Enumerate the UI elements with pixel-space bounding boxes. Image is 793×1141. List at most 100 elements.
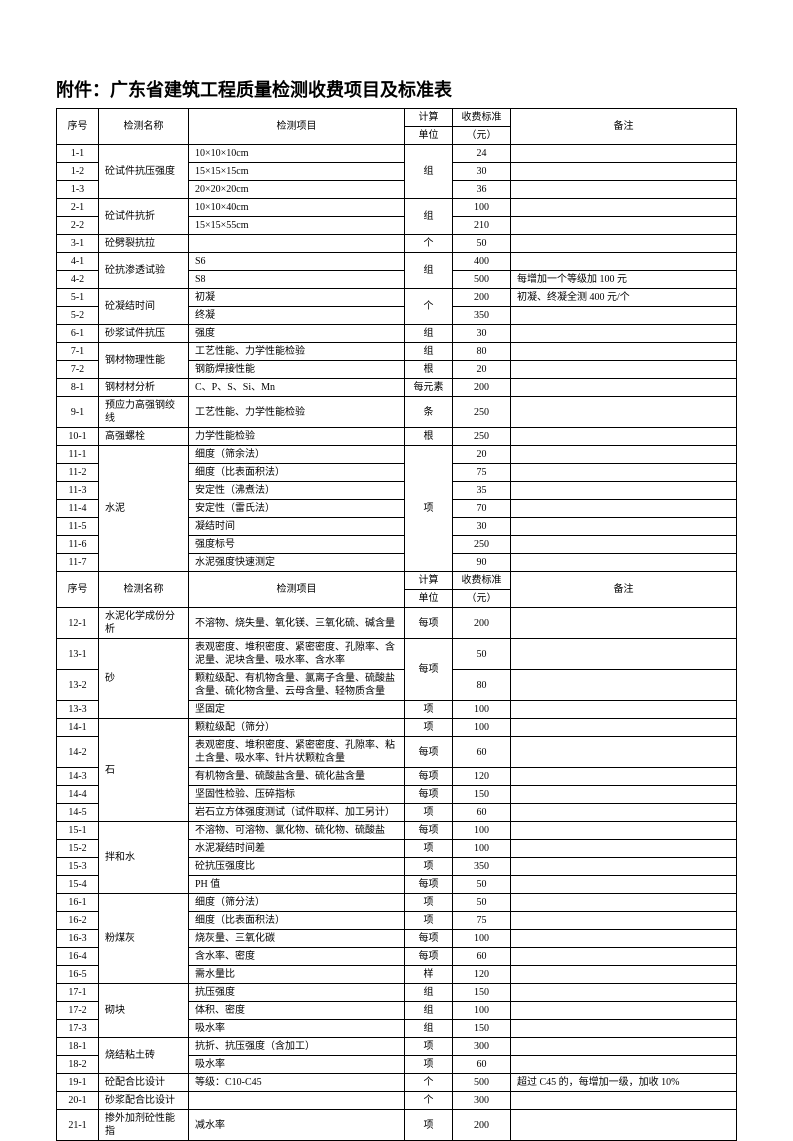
cell-seq: 7-2 [57, 361, 99, 379]
cell-note [511, 1056, 737, 1074]
cell-item: 吸水率 [189, 1056, 405, 1074]
cell-unit: 每项 [405, 737, 453, 768]
cell-seq: 5-2 [57, 307, 99, 325]
cell-fee: 100 [453, 1002, 511, 1020]
cell-note [511, 948, 737, 966]
cell-item: 不溶物、烧失量、氧化镁、三氧化硫、碱含量 [189, 608, 405, 639]
cell-fee: 150 [453, 786, 511, 804]
cell-unit: 项 [405, 912, 453, 930]
th-unit1: 计算 [405, 572, 453, 590]
cell-seq: 15-1 [57, 822, 99, 840]
cell-seq: 2-2 [57, 217, 99, 235]
cell-item: 细度（筛余法） [189, 446, 405, 464]
cell-fee: 75 [453, 912, 511, 930]
cell-item: 表观密度、堆积密度、紧密密度、孔隙率、含泥量、泥块含量、吸水率、含水率 [189, 639, 405, 670]
cell-item: 10×10×40cm [189, 199, 405, 217]
cell-note [511, 804, 737, 822]
cell-item: 20×20×20cm [189, 181, 405, 199]
cell-note [511, 217, 737, 235]
cell-fee: 20 [453, 361, 511, 379]
cell-note [511, 554, 737, 572]
cell-item: 安定性（雷氏法） [189, 500, 405, 518]
cell-note: 初凝、终凝全测 400 元/个 [511, 289, 737, 307]
cell-fee: 250 [453, 397, 511, 428]
cell-note: 超过 C45 的，每增加一级，加收 10% [511, 1074, 737, 1092]
cell-seq: 21-1 [57, 1110, 99, 1141]
cell-item: 岩石立方体强度测试（试件取样、加工另计） [189, 804, 405, 822]
cell-note [511, 858, 737, 876]
cell-note [511, 894, 737, 912]
cell-seq: 11-6 [57, 536, 99, 554]
cell-note [511, 379, 737, 397]
cell-name: 烧结粘土砖 [99, 1038, 189, 1074]
cell-unit: 每项 [405, 786, 453, 804]
cell-fee: 300 [453, 1038, 511, 1056]
cell-unit: 每项 [405, 948, 453, 966]
cell-unit: 每项 [405, 822, 453, 840]
cell-fee: 50 [453, 235, 511, 253]
cell-fee: 35 [453, 482, 511, 500]
cell-seq: 3-1 [57, 235, 99, 253]
cell-seq: 17-1 [57, 984, 99, 1002]
cell-item: 表观密度、堆积密度、紧密密度、孔隙率、粘土含量、吸水率、针片状颗粒含量 [189, 737, 405, 768]
cell-seq: 9-1 [57, 397, 99, 428]
page-title: 附件：广东省建筑工程质量检测收费项目及标准表 [56, 76, 737, 102]
cell-seq: 15-4 [57, 876, 99, 894]
cell-note [511, 428, 737, 446]
cell-note [511, 397, 737, 428]
cell-item: 砼抗压强度比 [189, 858, 405, 876]
cell-fee: 300 [453, 1092, 511, 1110]
cell-fee: 150 [453, 984, 511, 1002]
cell-name: 砼配合比设计 [99, 1074, 189, 1092]
cell-seq: 17-3 [57, 1020, 99, 1038]
cell-seq: 16-4 [57, 948, 99, 966]
cell-seq: 16-2 [57, 912, 99, 930]
cell-name: 砼凝结时间 [99, 289, 189, 325]
cell-fee: 350 [453, 307, 511, 325]
cell-seq: 1-3 [57, 181, 99, 199]
cell-note [511, 768, 737, 786]
cell-fee: 36 [453, 181, 511, 199]
cell-item: 工艺性能、力学性能检验 [189, 343, 405, 361]
cell-note [511, 822, 737, 840]
cell-item: 颗粒级配（筛分） [189, 719, 405, 737]
cell-note [511, 786, 737, 804]
cell-seq: 10-1 [57, 428, 99, 446]
cell-unit: 项 [405, 1110, 453, 1141]
cell-seq: 11-2 [57, 464, 99, 482]
cell-item: 烧灰量、三氧化碳 [189, 930, 405, 948]
cell-fee: 120 [453, 768, 511, 786]
cell-note [511, 482, 737, 500]
th-seq: 序号 [57, 109, 99, 145]
cell-item: 强度标号 [189, 536, 405, 554]
cell-note [511, 163, 737, 181]
cell-note [511, 235, 737, 253]
cell-unit: 项 [405, 804, 453, 822]
cell-note [511, 361, 737, 379]
cell-fee: 80 [453, 343, 511, 361]
cell-unit: 项 [405, 701, 453, 719]
cell-note [511, 1038, 737, 1056]
cell-name: 石 [99, 719, 189, 822]
cell-seq: 16-3 [57, 930, 99, 948]
cell-note [511, 500, 737, 518]
cell-fee: 50 [453, 876, 511, 894]
cell-item: 细度（比表面积法） [189, 912, 405, 930]
cell-item: 有机物含量、硫酸盐含量、硫化盐含量 [189, 768, 405, 786]
cell-fee: 400 [453, 253, 511, 271]
cell-item: 初凝 [189, 289, 405, 307]
cell-fee: 200 [453, 608, 511, 639]
cell-item: 等级：C10-C45 [189, 1074, 405, 1092]
cell-unit: 根 [405, 428, 453, 446]
cell-fee: 100 [453, 719, 511, 737]
cell-unit: 组 [405, 253, 453, 289]
cell-fee: 30 [453, 518, 511, 536]
cell-seq: 13-2 [57, 670, 99, 701]
cell-note [511, 912, 737, 930]
cell-note [511, 719, 737, 737]
cell-seq: 11-5 [57, 518, 99, 536]
cell-seq: 17-2 [57, 1002, 99, 1020]
cell-seq: 4-1 [57, 253, 99, 271]
cell-seq: 12-1 [57, 608, 99, 639]
cell-fee: 75 [453, 464, 511, 482]
